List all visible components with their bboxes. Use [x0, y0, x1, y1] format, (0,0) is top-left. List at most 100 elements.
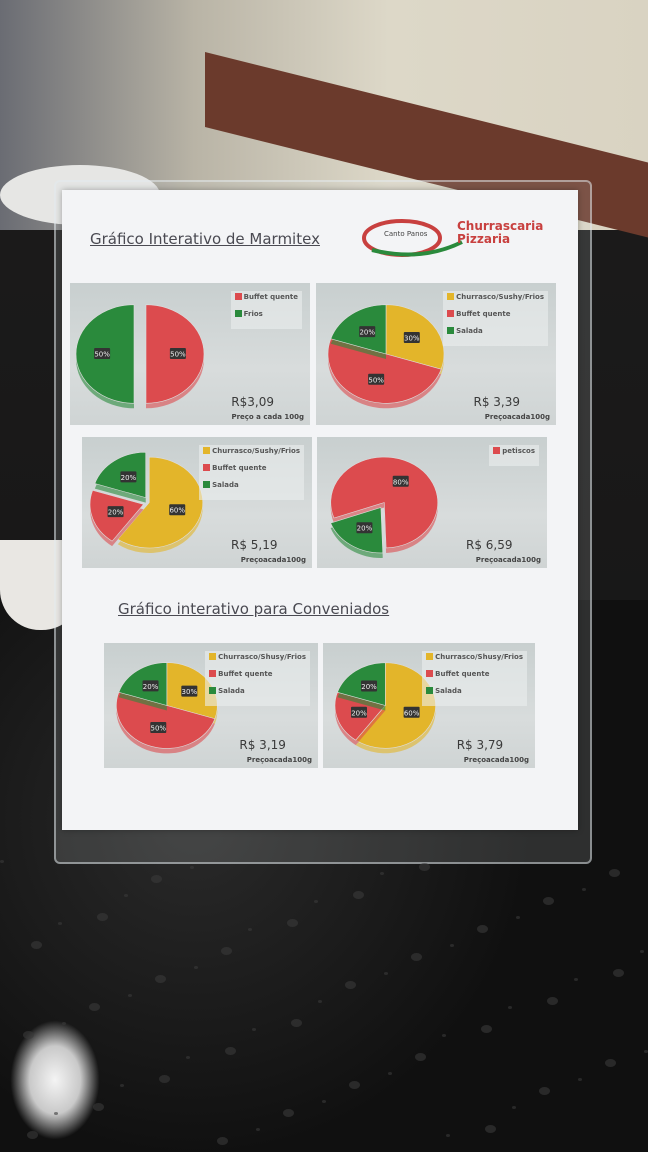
pie-chart: 50% 50%: [75, 304, 205, 409]
slice-label-bg: [359, 326, 376, 338]
main-title: Gráfico Interativo de Marmitex: [90, 230, 320, 248]
slice-label-bg: [107, 506, 124, 518]
granite-speck: [578, 1078, 582, 1081]
slice-label: 30%: [404, 335, 420, 343]
slice-label: 50%: [150, 724, 166, 732]
granite-speck: [384, 972, 388, 975]
legend-label: Churrasco/Sushy/Frios: [456, 293, 544, 301]
legend-item: Churrasco/Shusy/Frios: [426, 653, 523, 661]
chart-legend: Churrasco/Shusy/Frios Buffet quente Salada: [205, 651, 310, 706]
legend-item: Salada: [203, 481, 300, 489]
legend-item: Churrasco/Shusy/Frios: [209, 653, 306, 661]
granite-speck: [419, 863, 430, 871]
legend-item: Buffet quente: [209, 670, 306, 678]
pie-chart: 80% 20%: [330, 456, 439, 558]
granite-speck: [446, 1134, 450, 1137]
legend-item: Frios: [234, 310, 298, 318]
legend-swatch: [234, 310, 242, 317]
slice-label-bg: [392, 475, 409, 487]
legend-label: Salada: [435, 687, 462, 695]
pie-slice: [327, 338, 442, 404]
granite-speck: [349, 1081, 360, 1089]
pie-chart-panel: 60% 20% 20% Churrasco/Shusy/Frios Buffet que…: [323, 643, 535, 768]
chart-legend: Churrasco/Sushy/Frios Buffet quente Salada: [443, 291, 548, 346]
slice-label: 20%: [143, 683, 159, 691]
legend-swatch: [426, 653, 434, 660]
price: R$ 5,19: [230, 538, 278, 552]
granite-speck: [512, 1106, 516, 1109]
legend-swatch: [209, 653, 217, 660]
granite-speck: [186, 1056, 190, 1059]
pie-slice: [330, 456, 439, 549]
chart-legend: Churrasco/Sushy/Frios Buffet quente Salada: [199, 445, 304, 500]
legend-label: Salada: [212, 481, 239, 489]
legend-swatch: [426, 687, 434, 694]
slice-label: 20%: [121, 474, 137, 482]
granite-speck: [388, 1072, 392, 1075]
legend-label: Buffet quente: [218, 670, 273, 678]
granite-speck: [248, 928, 252, 931]
granite-speck: [380, 872, 384, 875]
pie-chart: 60% 20% 20%: [334, 662, 436, 754]
chart-legend: Churrasco/Shusy/Frios Buffet quente Salada: [422, 651, 527, 706]
legend-item: Churrasco/Sushy/Frios: [203, 447, 300, 455]
pie-slice: [117, 456, 204, 549]
slice-label-bg: [350, 706, 367, 718]
granite-speck: [190, 866, 194, 869]
legend-label: Salada: [456, 327, 483, 335]
legend-item: Buffet quente: [234, 293, 298, 301]
slice-label-bg: [169, 348, 186, 359]
granite-speck: [155, 975, 166, 983]
granite-speck: [58, 922, 62, 925]
restaurant-logo: Canto Panos: [362, 219, 463, 257]
slice-label-bg: [120, 471, 137, 483]
granite-speck: [644, 1050, 648, 1053]
granite-speck: [283, 1109, 294, 1117]
legend-label: Buffet quente: [212, 464, 267, 472]
legend-item: Salada: [209, 687, 306, 695]
legend-swatch: [447, 293, 455, 300]
legend-label: Buffet quente: [243, 293, 298, 301]
legend-swatch: [203, 447, 211, 454]
granite-speck: [31, 941, 42, 949]
legend-swatch: [234, 293, 242, 300]
granite-speck: [54, 1112, 58, 1115]
granite-speck: [97, 913, 108, 921]
pie-chart-panel: 80% 20% petiscos R$ 6,59 Preçoacada100g: [317, 437, 547, 568]
granite-speck: [128, 994, 132, 997]
granite-speck: [256, 1128, 260, 1131]
granite-speck: [516, 916, 520, 919]
granite-speck: [159, 1075, 170, 1083]
legend-item: Salada: [426, 687, 523, 695]
granite-speck: [481, 1025, 492, 1033]
legend-label: Churrasco/Sushy/Frios: [212, 447, 300, 455]
light-glare: [10, 1020, 100, 1140]
pie-slice: [355, 662, 436, 749]
price-unit: Preçoacada100g: [246, 756, 312, 764]
legend-label: Buffet quente: [435, 670, 490, 678]
price: R$ 3,39: [473, 395, 520, 409]
price-unit: Preçoacada100g: [484, 413, 550, 421]
granite-speck: [415, 1053, 426, 1061]
granite-speck: [318, 1000, 322, 1003]
legend-label: Buffet quente: [456, 310, 511, 318]
granite-speck: [322, 1100, 326, 1103]
slice-label: 20%: [361, 683, 377, 691]
granite-speck: [0, 860, 4, 863]
granite-speck: [345, 981, 356, 989]
legend-label: Churrasco/Shusy/Frios: [435, 653, 523, 661]
legend-swatch: [426, 670, 434, 677]
pie-slice: [94, 451, 147, 499]
granite-speck: [508, 1006, 512, 1009]
granite-speck: [582, 888, 586, 891]
granite-speck: [411, 953, 422, 961]
granite-speck: [574, 978, 578, 981]
legend-swatch: [493, 447, 501, 454]
price: R$ 3,79: [456, 738, 504, 752]
pie-chart: 30% 50% 20%: [327, 304, 445, 409]
price: R$ 6,59: [465, 538, 513, 552]
granite-speck: [613, 969, 624, 977]
slice-label-bg: [94, 348, 111, 359]
pie-chart-panel: 50% 50% Buffet quente Frios R$3,09 Preço a ca…: [70, 283, 310, 425]
granite-speck: [539, 1087, 550, 1095]
